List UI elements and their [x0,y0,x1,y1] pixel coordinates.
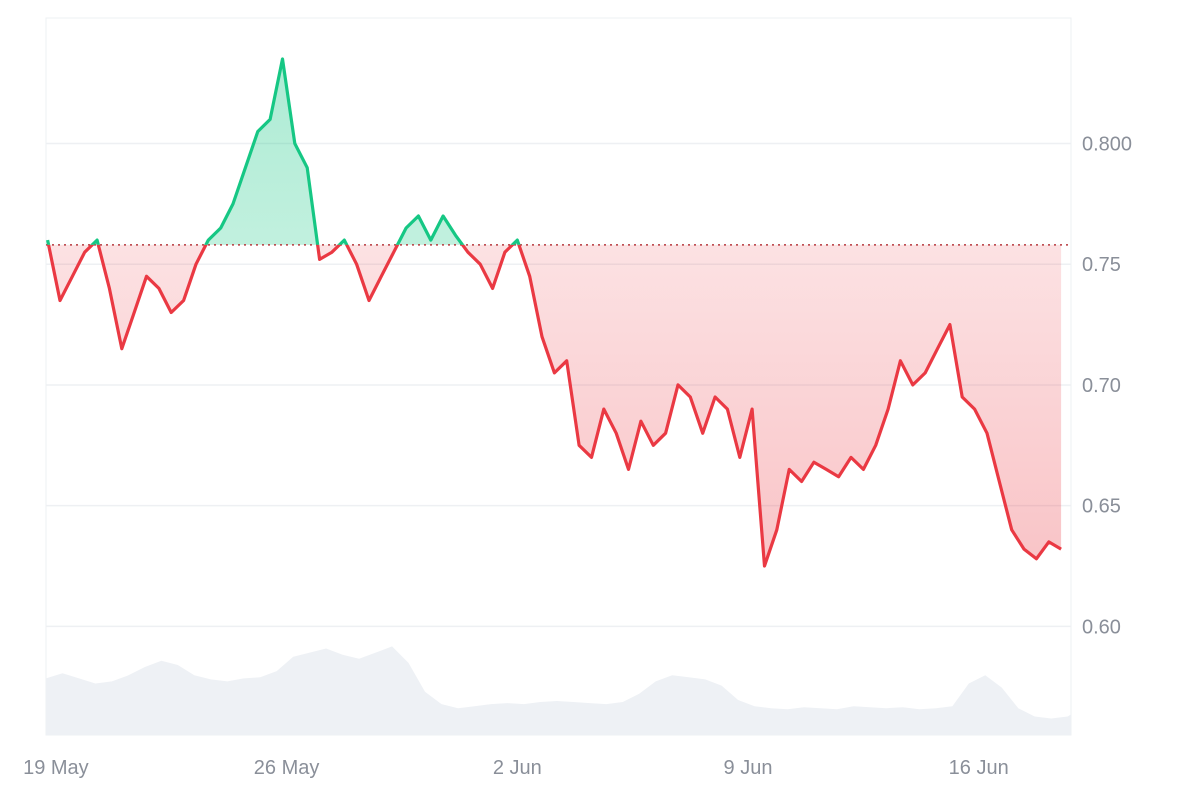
price-fill [47,59,1062,566]
y-tick-label: 0.800 [1082,134,1132,156]
y-tick-label: 0.70 [1082,375,1121,397]
price-line-up [46,57,521,245]
y-tick-label: 0.75 [1082,254,1121,276]
price-line [46,57,1062,568]
x-tick-label: 2 Jun [493,757,542,779]
fill-above-baseline [47,59,1062,245]
x-axis-ticks: 19 May 26 May 2 Jun 9 Jun 16 Jun [23,757,1009,779]
x-tick-label: 9 Jun [724,757,773,779]
x-tick-label: 16 Jun [949,757,1009,779]
grid-lines [46,142,1071,628]
fill-below-baseline [48,244,1062,566]
y-tick-label: 0.60 [1082,616,1121,638]
volume-area-path [46,646,1071,735]
price-line-down [46,244,1062,568]
x-tick-label: 26 May [254,757,320,779]
volume-area [46,646,1071,735]
y-tick-label: 0.65 [1082,496,1121,518]
y-axis-ticks: 0.800 0.75 0.70 0.65 0.60 [1082,134,1132,639]
x-tick-label: 19 May [23,757,89,779]
